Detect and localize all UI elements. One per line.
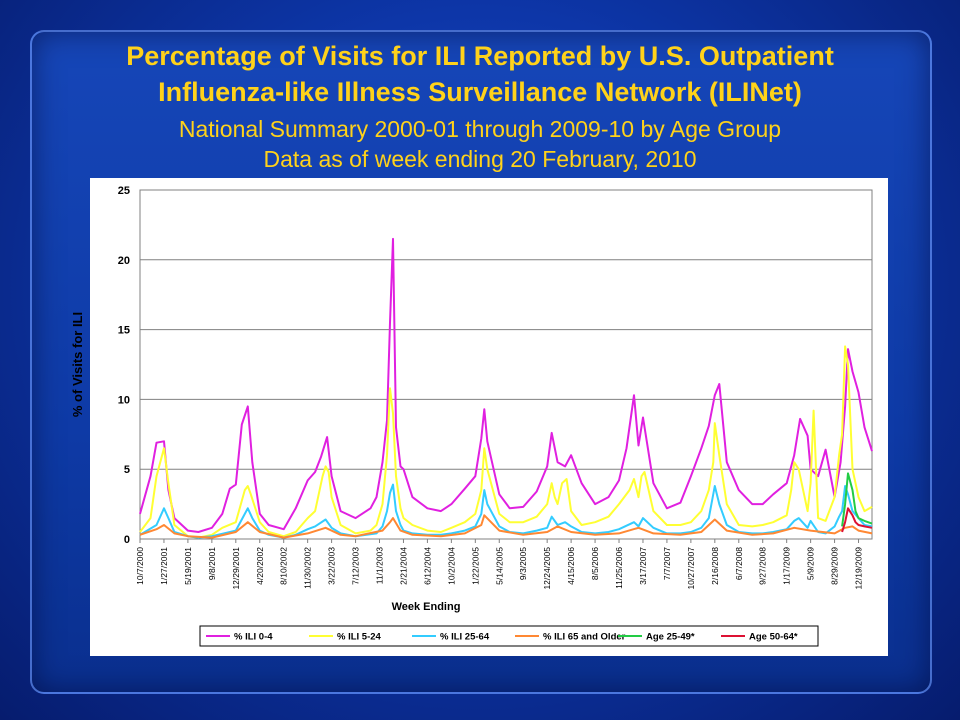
x-tick-label: 4/15/2006	[566, 547, 576, 585]
legend-label: % ILI 25-64	[440, 632, 490, 643]
x-tick-label: 7/7/2007	[662, 547, 672, 580]
x-tick-label: 5/14/2005	[494, 547, 504, 585]
slide-subtitle-line-1: National Summary 2000-01 through 2009-10…	[178, 116, 782, 142]
x-tick-label: 5/9/2009	[806, 547, 816, 580]
x-tick-label: 8/29/2009	[830, 547, 840, 585]
y-tick-label: 0	[124, 534, 130, 546]
x-tick-label: 12/29/2001	[231, 547, 241, 590]
x-axis-title: Week Ending	[392, 601, 461, 613]
x-tick-label: 2/16/2008	[710, 547, 720, 585]
x-tick-label: 2/21/2004	[398, 547, 408, 585]
series-line	[139, 345, 873, 539]
x-tick-label: 12/24/2005	[542, 547, 552, 590]
y-tick-label: 20	[118, 255, 130, 267]
x-tick-label: 11/25/2006	[614, 547, 624, 589]
slide-title-line-1: Percentage of Visits for ILI Reported by…	[126, 41, 834, 71]
legend-label: % ILI 65 and Older	[543, 632, 626, 643]
x-tick-label: 10/27/2007	[686, 547, 696, 590]
series-line	[139, 514, 873, 539]
y-tick-label: 10	[118, 394, 130, 406]
series-line	[139, 237, 873, 533]
x-tick-label: 12/19/2009	[854, 547, 864, 590]
legend-box	[199, 625, 819, 647]
x-tick-label: 6/7/2008	[734, 547, 744, 580]
x-tick-label: 9/8/2001	[207, 547, 217, 580]
x-tick-label: 11/30/2002	[303, 547, 313, 589]
legend-label: % ILI 0-4	[234, 632, 273, 643]
x-tick-label: 3/17/2007	[638, 547, 648, 585]
x-tick-label: 1/22/2005	[470, 547, 480, 585]
x-tick-label: 8/5/2006	[590, 547, 600, 580]
series-line	[841, 507, 873, 533]
x-tick-label: 10/7/2000	[135, 547, 145, 585]
x-tick-label: 1/27/2001	[159, 547, 169, 585]
x-tick-label: 1/17/2009	[782, 547, 792, 585]
x-tick-label: 7/12/2003	[351, 547, 361, 585]
slide-subtitle-line-2: Data as of week ending 20 February, 2010	[263, 146, 697, 172]
legend-label: Age 25-49*	[646, 632, 695, 643]
y-axis-title: % of Visits for ILI	[70, 312, 85, 417]
x-tick-label: 9/3/2005	[518, 547, 528, 580]
x-tick-label: 10/2/2004	[446, 547, 456, 585]
legend-label: % ILI 5-24	[337, 632, 382, 643]
y-tick-label: 5	[124, 464, 130, 476]
legend-label: Age 50-64*	[749, 632, 798, 643]
series-line	[841, 472, 873, 527]
slide-title-line-2: Influenza-like Illness Surveillance Netw…	[158, 77, 802, 107]
x-tick-label: 8/10/2002	[279, 547, 289, 585]
x-tick-label: 5/19/2001	[183, 547, 193, 585]
x-tick-label: 3/22/2003	[327, 547, 337, 585]
y-tick-label: 15	[118, 325, 130, 337]
x-tick-label: 6/12/2004	[422, 547, 432, 585]
plot-area	[139, 189, 873, 540]
x-tick-label: 4/20/2002	[255, 547, 265, 585]
y-tick-label: 25	[118, 185, 130, 197]
x-tick-label: 9/27/2008	[758, 547, 768, 585]
x-tick-label: 11/1/2003	[375, 547, 385, 584]
